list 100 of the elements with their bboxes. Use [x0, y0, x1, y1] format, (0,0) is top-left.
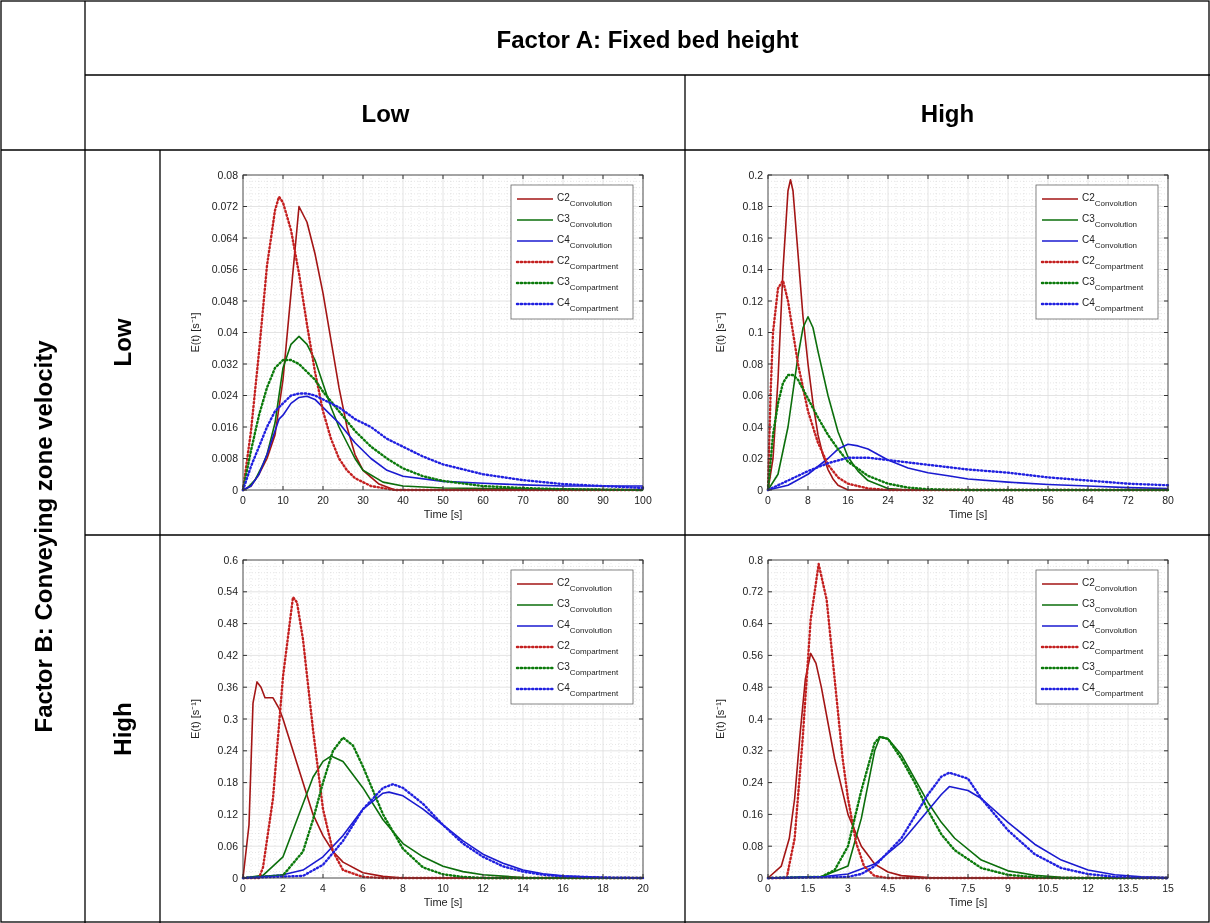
- x-tick-label: 3: [845, 882, 852, 894]
- y-tick-label: 0.2: [748, 168, 764, 181]
- x-tick-label: 24: [882, 494, 894, 506]
- legend-label: C3$_{Compartment}$: [557, 276, 620, 292]
- x-axis-title: Time [s]: [423, 508, 463, 520]
- x-tick-label: 8: [400, 882, 407, 894]
- legend-label: C2$_{Compartment}$: [557, 640, 620, 656]
- legend-label: C2$_{Compartment}$: [557, 255, 620, 271]
- legend-label: C4$_{Compartment}$: [1082, 682, 1145, 698]
- y-tick-label: 0: [232, 871, 239, 884]
- y-tick-label: 0: [757, 871, 764, 884]
- x-tick-label: 13.5: [1117, 882, 1139, 894]
- y-tick-label: 0.056: [211, 263, 239, 276]
- x-tick-label: 16: [557, 882, 569, 894]
- legend-label: C3$_{Compartment}$: [1082, 276, 1145, 292]
- x-tick-label: 8: [805, 494, 812, 506]
- x-axis-title: Time [s]: [423, 896, 463, 908]
- y-tick-label: 0: [232, 483, 239, 496]
- y-tick-label: 0.48: [217, 617, 239, 630]
- legend-label: C4$_{Convolution}$: [1082, 619, 1138, 635]
- y-tick-label: 0.16: [742, 808, 764, 821]
- legend-label: C3$_{Compartment}$: [557, 661, 620, 677]
- legend-label: C2$_{Compartment}$: [1082, 640, 1145, 656]
- y-tick-label: 0.048: [211, 294, 239, 307]
- y-tick-label: 0.64: [742, 617, 764, 630]
- legend-label: C3$_{Convolution}$: [557, 213, 613, 229]
- legend-label: C4$_{Convolution}$: [557, 234, 613, 250]
- y-tick-label: 0.12: [217, 808, 239, 821]
- y-tick-label: 0.18: [217, 776, 239, 789]
- x-tick-label: 15: [1162, 882, 1174, 894]
- x-tick-label: 4: [320, 882, 327, 894]
- y-tick-label: 0.4: [748, 712, 764, 725]
- x-tick-label: 12: [477, 882, 489, 894]
- x-tick-label: 56: [1042, 494, 1054, 506]
- y-tick-label: 0.024: [211, 389, 239, 402]
- x-tick-label: 80: [1162, 494, 1174, 506]
- legend-label: C4$_{Compartment}$: [1082, 297, 1145, 313]
- legend-label: C3$_{Convolution}$: [1082, 213, 1138, 229]
- y-tick-label: 0.24: [217, 744, 239, 757]
- y-tick-label: 0.3: [223, 712, 239, 725]
- x-tick-label: 100: [634, 494, 652, 506]
- legend-label: C4$_{Compartment}$: [557, 297, 620, 313]
- y-tick-label: 0.08: [217, 168, 239, 181]
- x-tick-label: 40: [397, 494, 409, 506]
- x-tick-label: 80: [557, 494, 569, 506]
- x-tick-label: 4.5: [880, 882, 896, 894]
- y-tick-label: 0.16: [742, 231, 764, 244]
- x-tick-label: 16: [842, 494, 854, 506]
- y-tick-label: 0.1: [748, 326, 764, 339]
- x-tick-label: 40: [962, 494, 974, 506]
- y-tick-label: 0.32: [742, 744, 764, 757]
- legend-label: C2$_{Convolution}$: [557, 577, 613, 593]
- text: Factor A: Fixed bed height: [496, 26, 799, 53]
- legend-label: C3$_{Convolution}$: [557, 598, 613, 614]
- legend-label: C4$_{Convolution}$: [557, 619, 613, 635]
- x-tick-label: 30: [357, 494, 369, 506]
- x-tick-label: 20: [637, 882, 649, 894]
- x-tick-label: 32: [922, 494, 934, 506]
- y-tick-label: 0.072: [211, 200, 239, 213]
- text: Factor B: Conveying zone velocity: [30, 339, 57, 733]
- x-tick-label: 90: [597, 494, 609, 506]
- y-tick-label: 0.08: [742, 357, 764, 370]
- y-tick-label: 0.24: [742, 776, 764, 789]
- y-tick-label: 0: [757, 483, 764, 496]
- x-tick-label: 6: [925, 882, 932, 894]
- x-tick-label: 6: [360, 882, 367, 894]
- y-tick-label: 0.18: [742, 200, 764, 213]
- y-tick-label: 0.008: [211, 452, 239, 465]
- legend-label: C4$_{Compartment}$: [557, 682, 620, 698]
- x-tick-label: 50: [437, 494, 449, 506]
- y-tick-label: 0.6: [223, 553, 239, 566]
- x-tick-label: 0: [240, 882, 247, 894]
- x-tick-label: 0: [765, 882, 772, 894]
- y-tick-label: 0.016: [211, 420, 239, 433]
- y-axis-title: E(t) [s⁻¹]: [714, 312, 726, 353]
- legend-label: C3$_{Compartment}$: [1082, 661, 1145, 677]
- y-tick-label: 0.06: [742, 389, 764, 402]
- legend-label: C4$_{Convolution}$: [1082, 234, 1138, 250]
- y-tick-label: 0.42: [217, 649, 239, 662]
- x-tick-label: 0: [240, 494, 247, 506]
- legend-label: C2$_{Compartment}$: [1082, 255, 1145, 271]
- y-tick-label: 0.8: [748, 553, 764, 566]
- x-tick-label: 12: [1082, 882, 1094, 894]
- y-tick-label: 0.032: [211, 357, 239, 370]
- y-tick-label: 0.48: [742, 680, 764, 693]
- x-axis-title: Time [s]: [948, 896, 988, 908]
- x-tick-label: 70: [517, 494, 529, 506]
- y-tick-label: 0.04: [217, 326, 239, 339]
- x-axis-title: Time [s]: [948, 508, 988, 520]
- x-tick-label: 9: [1005, 882, 1012, 894]
- y-axis-title: E(t) [s⁻¹]: [189, 312, 201, 353]
- chart-title: High: [920, 100, 975, 127]
- y-tick-label: 0.06: [217, 839, 239, 852]
- x-tick-label: 10.5: [1037, 882, 1059, 894]
- x-tick-label: 20: [317, 494, 329, 506]
- y-tick-label: 0.14: [742, 263, 764, 276]
- text: High: [109, 702, 136, 756]
- y-tick-label: 0.54: [217, 585, 239, 598]
- y-tick-label: 0.56: [742, 649, 764, 662]
- x-tick-label: 14: [517, 882, 529, 894]
